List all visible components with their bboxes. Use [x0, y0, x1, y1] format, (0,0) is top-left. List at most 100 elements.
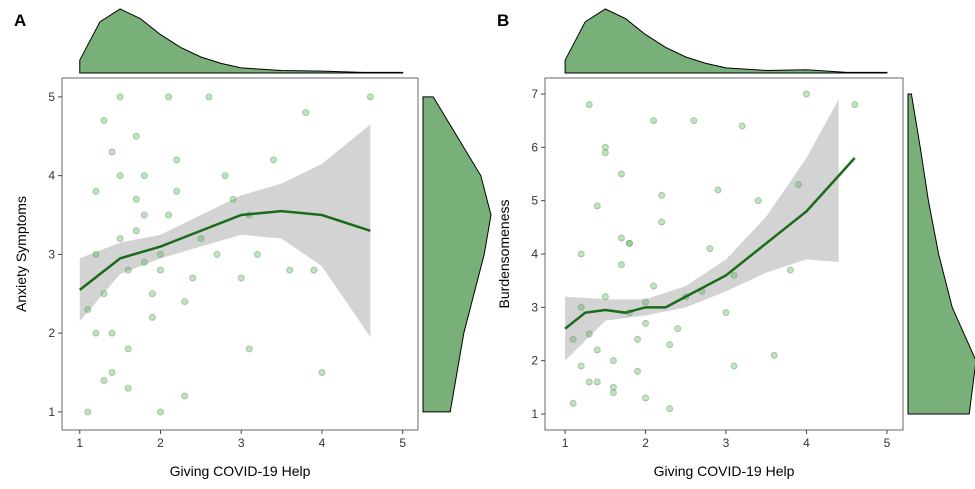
point [593, 378, 601, 386]
point [634, 367, 642, 375]
point [124, 266, 132, 274]
point [124, 345, 132, 353]
point [577, 362, 585, 370]
point [165, 93, 173, 101]
x-axis-label: Giving COVID-19 Help [654, 463, 795, 479]
smooth-line [78, 209, 371, 291]
point [245, 345, 253, 353]
x-tick-label: 5 [399, 436, 406, 450]
point [786, 266, 794, 274]
point [650, 282, 658, 290]
point [666, 341, 674, 349]
y-tick-label: 2 [48, 326, 55, 340]
point [794, 181, 802, 189]
point [189, 274, 197, 282]
x-tick-label: 5 [884, 436, 891, 450]
point [585, 101, 593, 109]
point [650, 117, 658, 125]
point [851, 101, 859, 109]
point [609, 357, 617, 365]
y-tick-label: 5 [531, 194, 538, 208]
point [156, 250, 164, 258]
y-tick-label: 3 [48, 247, 55, 261]
point [666, 405, 674, 413]
point [642, 394, 650, 402]
y-tick-label: 5 [48, 90, 55, 104]
point [706, 245, 714, 253]
point [754, 197, 762, 205]
y-tick-label: 1 [531, 407, 538, 421]
confidence-band [79, 124, 371, 338]
point [124, 384, 132, 392]
point [140, 172, 148, 180]
point [148, 290, 156, 298]
point [609, 383, 617, 391]
point [658, 191, 666, 199]
x-tick-label: 1 [76, 436, 83, 450]
point [108, 369, 116, 377]
point [148, 313, 156, 321]
point [221, 172, 229, 180]
density-top [79, 8, 404, 74]
point [738, 122, 746, 130]
y-axis-label: Anxiety Symptoms [13, 196, 29, 312]
point [181, 392, 189, 400]
point [253, 250, 261, 258]
point [108, 148, 116, 156]
panel-label: A [14, 11, 26, 30]
x-tick-label: 3 [238, 436, 245, 450]
point [569, 399, 577, 407]
point [100, 376, 108, 384]
y-axis-label: Burdensomeness [496, 200, 512, 309]
point [601, 149, 609, 157]
y-tick-label: 3 [531, 300, 538, 314]
point [730, 362, 738, 370]
point [84, 408, 92, 416]
point [286, 266, 294, 274]
x-axis-label: Giving COVID-19 Help [170, 463, 311, 479]
y-tick-label: 4 [48, 169, 55, 183]
point [617, 170, 625, 178]
point [181, 298, 189, 306]
y-tick-label: 1 [48, 405, 55, 419]
density-top [564, 8, 888, 74]
density-right [907, 93, 975, 415]
x-tick-label: 2 [157, 436, 164, 450]
point [585, 330, 593, 338]
point [593, 202, 601, 210]
point [642, 298, 650, 306]
point [593, 346, 601, 354]
point [116, 172, 124, 180]
point [690, 117, 698, 125]
point [173, 187, 181, 195]
point [642, 319, 650, 327]
point [366, 93, 374, 101]
x-tick-label: 4 [319, 436, 326, 450]
point [310, 266, 318, 274]
point [229, 195, 237, 203]
point [92, 250, 100, 258]
point [100, 117, 108, 125]
point [197, 235, 205, 243]
smooth-line [564, 157, 856, 330]
point [92, 187, 100, 195]
point [770, 351, 778, 359]
point [132, 195, 140, 203]
y-tick-label: 6 [531, 140, 538, 154]
point [100, 290, 108, 298]
y-tick-label: 4 [531, 247, 538, 261]
point [674, 325, 682, 333]
point [213, 250, 221, 258]
point [802, 90, 810, 98]
point [577, 303, 585, 311]
point [132, 227, 140, 235]
point [302, 109, 310, 117]
point [92, 329, 100, 337]
point [722, 309, 730, 317]
point [108, 329, 116, 337]
x-tick-label: 1 [562, 436, 569, 450]
point [116, 93, 124, 101]
x-tick-label: 4 [803, 436, 810, 450]
point [156, 266, 164, 274]
point [205, 93, 213, 101]
